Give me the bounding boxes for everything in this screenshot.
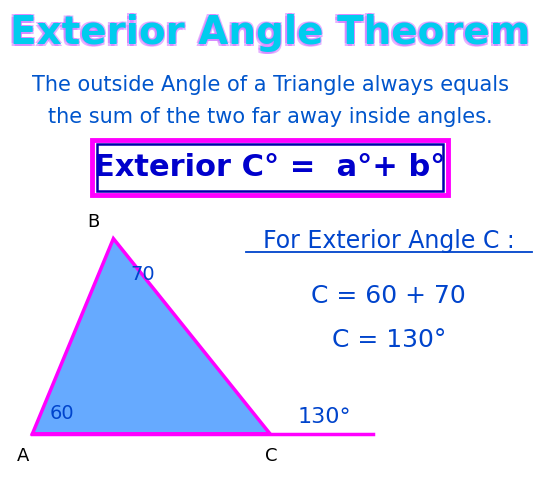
Polygon shape (32, 239, 270, 434)
Text: C: C (265, 447, 278, 465)
Text: Exterior C° =  a°+ b°: Exterior C° = a°+ b° (94, 153, 445, 182)
Text: B: B (87, 214, 100, 231)
Text: 70: 70 (131, 265, 156, 284)
Text: Exterior Angle Theorem: Exterior Angle Theorem (8, 16, 529, 54)
Text: C = 130°: C = 130° (332, 328, 446, 352)
Text: C = 60 + 70: C = 60 + 70 (312, 284, 466, 308)
Text: Exterior Angle Theorem: Exterior Angle Theorem (11, 13, 532, 51)
FancyBboxPatch shape (92, 140, 448, 195)
Text: 60: 60 (50, 404, 75, 423)
Text: Exterior Angle Theorem: Exterior Angle Theorem (10, 14, 530, 53)
Text: 130°: 130° (297, 407, 351, 427)
Text: the sum of the two far away inside angles.: the sum of the two far away inside angle… (48, 107, 492, 127)
Text: Exterior Angle Theorem: Exterior Angle Theorem (11, 16, 532, 54)
Text: Exterior Angle Theorem: Exterior Angle Theorem (8, 13, 529, 51)
FancyBboxPatch shape (97, 144, 443, 191)
Text: The outside Angle of a Triangle always equals: The outside Angle of a Triangle always e… (31, 75, 509, 94)
Text: For Exterior Angle C :: For Exterior Angle C : (263, 229, 515, 253)
Text: A: A (17, 447, 29, 465)
